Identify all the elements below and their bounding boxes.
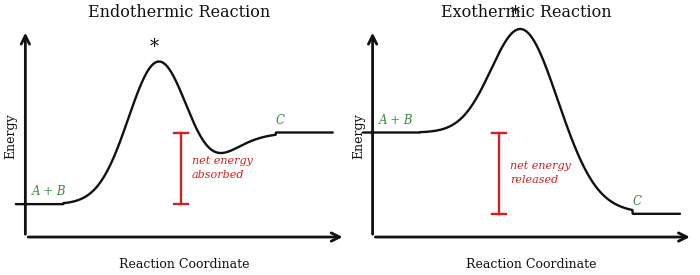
Text: Energy: Energy: [352, 114, 365, 159]
Text: Reaction Coordinate: Reaction Coordinate: [466, 258, 596, 271]
Text: Energy: Energy: [5, 114, 18, 159]
Text: *: *: [511, 5, 520, 23]
Text: A + B: A + B: [32, 185, 66, 198]
Title: Exothermic Reaction: Exothermic Reaction: [441, 4, 612, 21]
Text: A + B: A + B: [379, 114, 414, 127]
Text: net energy
absorbed: net energy absorbed: [192, 156, 253, 180]
Text: *: *: [150, 38, 159, 56]
Text: C: C: [633, 195, 641, 208]
Text: net energy
released: net energy released: [510, 161, 571, 185]
Text: Reaction Coordinate: Reaction Coordinate: [118, 258, 249, 271]
Text: C: C: [276, 114, 285, 127]
Title: Endothermic Reaction: Endothermic Reaction: [88, 4, 270, 21]
